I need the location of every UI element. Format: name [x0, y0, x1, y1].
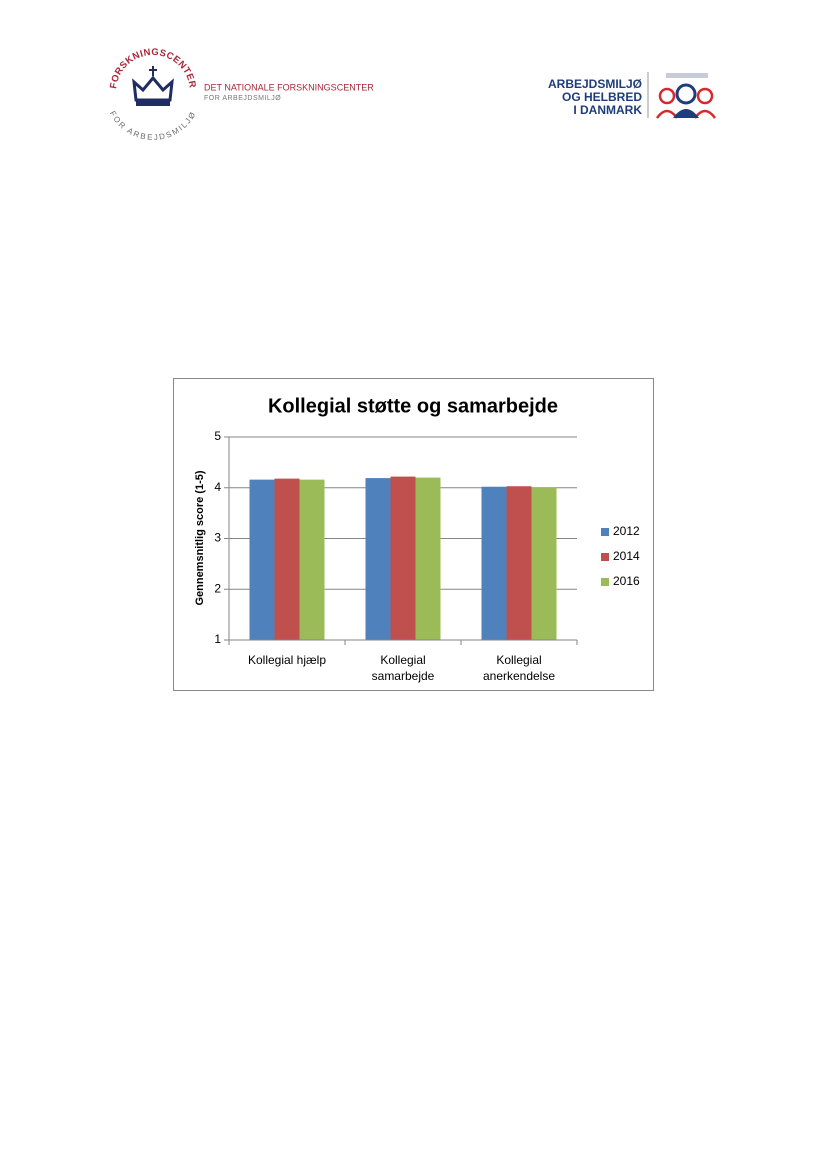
x-tick-label: Kollegial samarbejde	[372, 653, 435, 683]
person-icon	[696, 87, 714, 105]
x-tick-label-line: anerkendelse	[483, 669, 555, 683]
chart: Kollegial støtte og samarbejde Gennemsni…	[173, 378, 654, 691]
logo-right: ARBEJDSMILJØ OG HELBRED I DANMARK	[548, 72, 717, 119]
bar	[365, 478, 391, 640]
legend-label: 2012	[613, 524, 640, 538]
y-tick-label: 2	[214, 581, 221, 595]
chart-title: Kollegial støtte og samarbejde	[268, 395, 558, 417]
bar	[274, 478, 300, 640]
y-tick-label: 1	[214, 632, 221, 646]
x-tick-label: Kollegial anerkendelse	[483, 653, 555, 683]
logo-right-line: I DANMARK	[573, 103, 642, 117]
bar	[531, 487, 557, 640]
legend-label: 2016	[613, 574, 640, 588]
y-tick-label: 3	[214, 531, 221, 545]
y-tick-label: 5	[214, 429, 221, 443]
person-icon	[658, 87, 676, 105]
x-tick-label: Kollegial hjælp	[248, 653, 326, 667]
logo-right-line: OG HELBRED	[562, 90, 642, 104]
bar	[506, 486, 532, 640]
bar	[415, 477, 441, 640]
y-axis-label: Gennemsnitlig score (1-5)	[194, 470, 206, 605]
x-tick-label-line: Kollegial	[496, 653, 541, 667]
x-tick-label-line: samarbejde	[372, 669, 435, 683]
crown-base	[136, 101, 170, 106]
bar	[249, 479, 275, 640]
person-icon	[675, 83, 697, 105]
bar	[299, 479, 325, 640]
crown-icon	[132, 75, 174, 102]
bar	[481, 486, 507, 640]
logo-name: DET NATIONALE FORSKNINGSCENTER	[204, 82, 374, 92]
bar	[390, 476, 416, 640]
legend-swatch	[601, 553, 609, 561]
logo-skyline	[666, 73, 708, 78]
legend-swatch	[601, 528, 609, 536]
y-tick-label: 4	[214, 480, 221, 494]
x-tick-label-line: Kollegial	[380, 653, 425, 667]
person-icon	[673, 109, 699, 118]
legend-label: 2014	[613, 549, 640, 563]
crown-cross	[149, 66, 157, 76]
logo-right-line: ARBEJDSMILJØ	[548, 77, 642, 91]
logo-subname: FOR ARBEJDSMILJØ	[204, 95, 281, 102]
legend-swatch	[601, 578, 609, 586]
